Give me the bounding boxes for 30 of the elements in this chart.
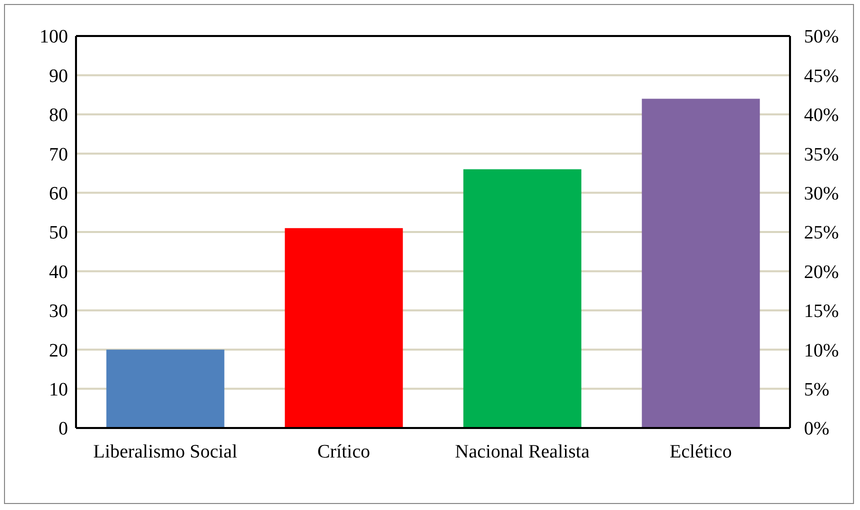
y2-tick-label: 40% [804, 105, 839, 126]
y2-tick-label: 0% [804, 418, 830, 440]
y-tick-label: 10 [49, 380, 68, 401]
y-tick-label: 100 [40, 26, 68, 48]
y2-tick-label: 35% [804, 144, 839, 166]
y2-tick-label: 5% [804, 380, 830, 401]
y-tick-label: 60 [49, 184, 68, 205]
y2-tick-label: 50% [804, 26, 839, 48]
x-tick-label: Eclético [670, 441, 732, 462]
y-tick-label: 20 [49, 340, 68, 362]
bar [463, 169, 582, 428]
y-tick-label: 0 [58, 418, 68, 440]
y-tick-label: 40 [49, 262, 68, 283]
y-tick-label: 90 [49, 66, 68, 87]
y-tick-label: 80 [49, 105, 68, 126]
y-tick-label: 50 [49, 222, 68, 244]
y-tick-label: 70 [49, 144, 68, 166]
bar [106, 350, 224, 428]
x-tick-label: Liberalismo Social [93, 441, 238, 462]
x-tick-label: Crítico [317, 441, 370, 462]
y2-tick-label: 25% [804, 222, 839, 244]
y2-tick-label: 15% [804, 301, 839, 322]
bar [642, 98, 760, 428]
bar [284, 228, 403, 428]
y2-tick-label: 10% [804, 340, 839, 362]
y2-tick-label: 45% [804, 66, 839, 87]
x-tick-label: Nacional Realista [454, 441, 590, 462]
y-tick-label: 30 [49, 301, 68, 322]
y2-tick-label: 30% [804, 184, 839, 205]
y2-tick-label: 20% [804, 262, 839, 283]
